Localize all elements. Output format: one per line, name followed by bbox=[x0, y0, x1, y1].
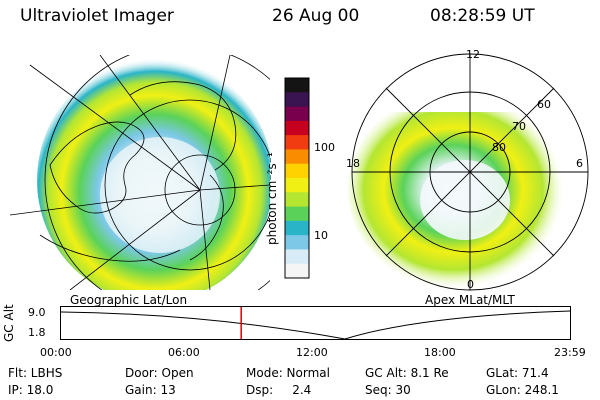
altitude-xtick-1800: 18:00 bbox=[424, 346, 456, 359]
geographic-auroral-image bbox=[10, 55, 270, 290]
info-ip: IP: 18.0 bbox=[8, 383, 54, 397]
colorbar-band bbox=[285, 178, 309, 193]
colorbar-tick-10: 10 bbox=[314, 229, 328, 242]
altitude-xtick-1200: 12:00 bbox=[296, 346, 328, 359]
intensity-colorbar bbox=[284, 77, 310, 279]
mlt-label-0: 0 bbox=[467, 278, 474, 291]
altitude-ytick-high: 9.0 bbox=[28, 306, 46, 319]
magnetic-auroral-image bbox=[348, 53, 589, 291]
colorbar-band bbox=[285, 92, 309, 108]
info-door: Door: Open bbox=[125, 366, 194, 380]
mlat-label-80: 80 bbox=[492, 141, 506, 154]
left-panel-caption: Geographic Lat/Lon bbox=[70, 293, 188, 307]
colorbar-band bbox=[285, 163, 309, 179]
colorbar-band bbox=[285, 235, 309, 250]
mlt-label-12: 12 bbox=[466, 48, 480, 61]
altitude-ytick-low: 1.8 bbox=[28, 326, 46, 339]
mlat-label-70: 70 bbox=[512, 120, 526, 133]
info-flt: Flt: LBHS bbox=[8, 366, 63, 380]
colorbar-band bbox=[285, 106, 309, 122]
info-mode: Mode: Normal bbox=[246, 366, 330, 380]
observation-date: 26 Aug 00 bbox=[272, 6, 360, 26]
altitude-ylabel: GC Alt bbox=[2, 304, 16, 342]
info-dsp: Dsp: 2.4 bbox=[246, 383, 312, 397]
altitude-xtick-0000: 00:00 bbox=[40, 346, 72, 359]
mlat-label-60: 60 bbox=[537, 98, 551, 111]
colorbar-band bbox=[285, 220, 309, 236]
right-panel-caption: Apex MLat/MLT bbox=[425, 293, 515, 307]
observation-time: 08:28:59 UT bbox=[430, 6, 535, 26]
colorbar-unit-label: photon cm⁻²s⁻¹ bbox=[265, 152, 279, 245]
colorbar-band bbox=[285, 263, 309, 279]
info-gain: Gain: 13 bbox=[125, 383, 176, 397]
altitude-xtick-0600: 06:00 bbox=[168, 346, 200, 359]
colorbar-band bbox=[285, 135, 309, 150]
info-gc-alt: GC Alt: 8.1 Re bbox=[365, 366, 449, 380]
mlt-label-6: 6 bbox=[576, 157, 583, 170]
colorbar-band bbox=[285, 249, 309, 265]
colorbar-band bbox=[285, 78, 309, 93]
altitude-plot bbox=[60, 306, 571, 340]
colorbar-band bbox=[285, 149, 309, 165]
instrument-title: Ultraviolet Imager bbox=[20, 6, 174, 26]
colorbar-band bbox=[285, 192, 309, 208]
mlt-label-18: 18 bbox=[346, 157, 360, 170]
info-glon: GLon: 248.1 bbox=[486, 383, 559, 397]
info-seq: Seq: 30 bbox=[365, 383, 411, 397]
info-glat: GLat: 71.4 bbox=[486, 366, 549, 380]
colorbar-tick-100: 100 bbox=[314, 141, 335, 154]
altitude-xtick-2359: 23:59 bbox=[554, 346, 586, 359]
colorbar-band bbox=[285, 120, 309, 136]
colorbar-band bbox=[285, 206, 309, 222]
